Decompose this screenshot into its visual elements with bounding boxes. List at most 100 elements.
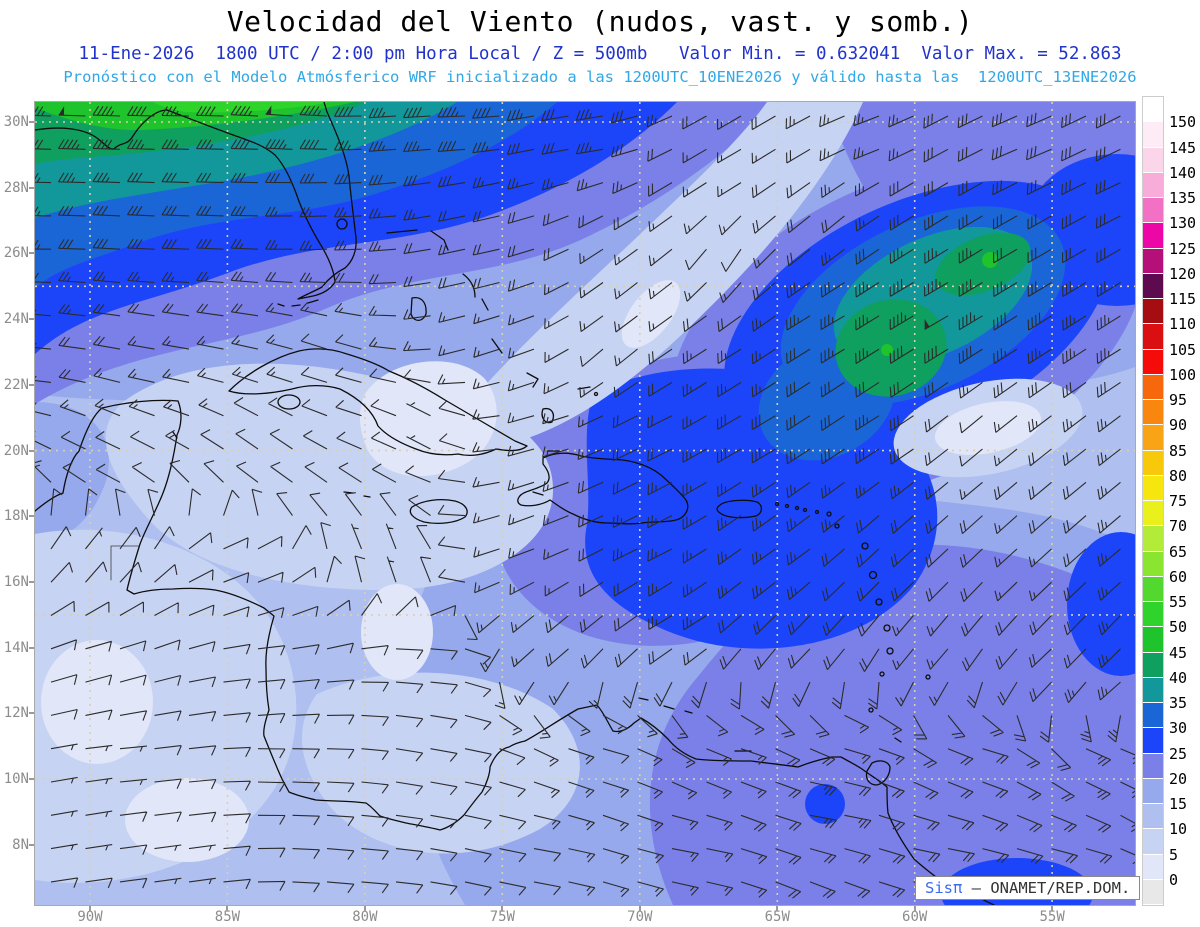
colorbar-swatch [1143, 349, 1163, 375]
lat-axis-label: 22N [3, 376, 29, 393]
colorbar-label: 10 [1169, 820, 1188, 839]
colorbar-swatch [1143, 273, 1163, 299]
lat-axis-label: 30N [3, 114, 29, 130]
watermark: Sisπ – ONAMET/REP.DOM. [915, 876, 1141, 900]
lat-axis-label: 16N [3, 573, 29, 590]
colorbar-swatch [1143, 198, 1163, 224]
colorbar-label: 105 [1169, 340, 1197, 359]
lon-axis-tick [1051, 906, 1054, 911]
colorbar-swatch [1143, 551, 1163, 577]
colorbar-label: 125 [1169, 239, 1197, 258]
lat-axis-tick [29, 515, 34, 518]
colorbar-label: 0 [1169, 870, 1179, 889]
colorbar-label: 75 [1169, 492, 1188, 510]
lat-axis-label: 28N [3, 179, 29, 196]
colorbar-label: 110 [1169, 315, 1197, 334]
colorbar-swatch [1143, 475, 1163, 501]
lon-axis-tick [363, 906, 366, 911]
colorbar-label: 120 [1169, 264, 1197, 283]
colorbar-swatch [1143, 778, 1163, 804]
map-canvas [35, 102, 1135, 905]
lon-axis-tick [776, 906, 779, 911]
lon-axis-label: 90W [77, 909, 103, 925]
forecast-valid-subtitle: Pronóstico con el Modelo Atmósferico WRF… [63, 68, 1137, 86]
lat-axis-tick [29, 186, 34, 189]
colorbar-swatch [1143, 97, 1163, 123]
map-frame [34, 101, 1136, 906]
lat-axis-label: 8N [12, 836, 29, 853]
colorbar-swatch [1143, 703, 1163, 729]
colorbar-label: 150 [1169, 113, 1197, 132]
colorbar-swatch [1143, 602, 1163, 628]
colorbar-label: 65 [1169, 542, 1188, 561]
lon-axis-label: 60W [902, 909, 928, 925]
border-lines [110, 545, 140, 581]
tortuga-gonave [532, 450, 560, 496]
lat-axis-tick [29, 449, 34, 452]
colorbar-label: 50 [1169, 618, 1188, 637]
lon-axis-label: 75W [489, 909, 515, 925]
lat-axis-tick [29, 318, 34, 321]
colorbar-swatch [1143, 299, 1163, 325]
isla-juventud [277, 394, 301, 410]
colorbar-label: 90 [1169, 416, 1188, 435]
colorbar-label: 45 [1169, 643, 1188, 662]
colorbar-swatch [1143, 450, 1163, 476]
coast-yucatan-centralamerica-southamerica [35, 399, 995, 905]
colorbar-swatch [1143, 879, 1163, 905]
colorbar-label: 55 [1169, 593, 1188, 611]
colorbar-label: 40 [1169, 668, 1188, 687]
lon-axis-tick [913, 906, 916, 911]
colorbar-swatch [1143, 728, 1163, 754]
lat-axis-tick [29, 121, 34, 123]
colorbar-swatch [1143, 400, 1163, 426]
colorbar-label: 25 [1169, 744, 1188, 763]
colorbar-label: 100 [1169, 365, 1197, 384]
colorbar-label: 95 [1169, 391, 1188, 409]
abc-islands [638, 697, 693, 714]
colorbar-swatch [1143, 627, 1163, 653]
lat-axis-label: 26N [3, 245, 29, 262]
colorbar-swatch [1143, 501, 1163, 527]
colorbar-swatch [1143, 677, 1163, 703]
florida-keys [277, 299, 319, 307]
colorbar-label: 140 [1169, 163, 1197, 182]
shade-50-55 [153, 102, 333, 113]
lat-axis-label: 12N [3, 705, 29, 722]
colorbar [1142, 96, 1164, 906]
lon-axis-tick [226, 906, 229, 911]
colorbar-label: 70 [1169, 517, 1188, 536]
colorbar-label: 145 [1169, 138, 1197, 157]
colorbar-swatch [1143, 804, 1163, 830]
lon-axis-label: 80W [352, 909, 378, 925]
colorbar-label: 85 [1169, 441, 1188, 460]
lat-axis-label: 10N [3, 771, 29, 788]
colorbar-label: 30 [1169, 719, 1188, 738]
coast-cuba [228, 348, 528, 456]
lat-axis-label: 14N [3, 639, 29, 656]
lon-axis-tick [638, 906, 641, 911]
colorbar-label: 20 [1169, 769, 1188, 788]
colorbar-swatch [1143, 576, 1163, 602]
colorbar-swatch [1143, 829, 1163, 855]
lat-axis-tick [29, 252, 34, 255]
colorbar-label: 5 [1169, 845, 1179, 864]
lon-axis-label: 85W [214, 909, 241, 925]
colorbar-label: 115 [1169, 290, 1197, 308]
colorbar-swatch [1143, 652, 1163, 678]
lat-axis-tick [29, 843, 34, 846]
lon-axis-tick [501, 906, 504, 911]
coastlines [35, 102, 995, 905]
lat-axis-label: 24N [3, 311, 29, 328]
wind-barbs [35, 105, 1135, 899]
colorbar-swatch [1143, 753, 1163, 779]
lat-axis-label: 18N [3, 508, 29, 525]
bahamas-islands [386, 229, 591, 424]
colorbar-label: 135 [1169, 189, 1197, 207]
coast-trinidad [865, 760, 891, 786]
shade-0-5 [41, 280, 1042, 862]
colorbar-swatch [1143, 374, 1163, 400]
lake-okeechobee [336, 218, 348, 230]
lat-axis-tick [29, 712, 34, 715]
